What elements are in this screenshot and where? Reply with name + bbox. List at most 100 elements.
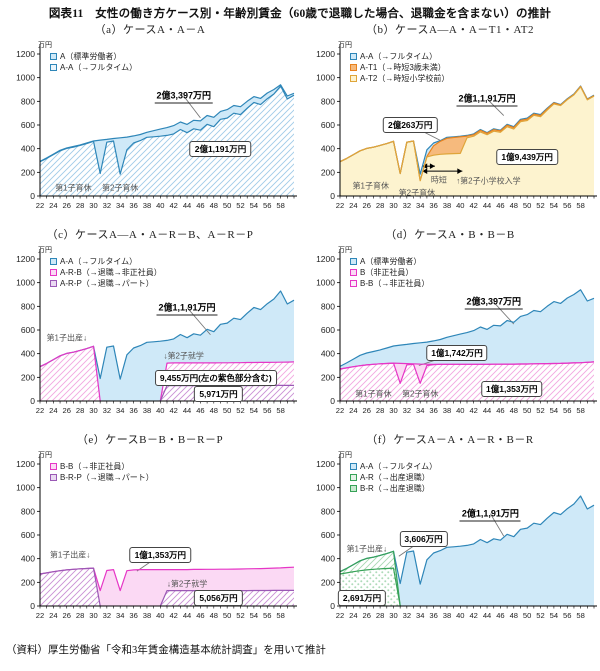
svg-text:42: 42: [469, 406, 477, 415]
svg-text:46: 46: [496, 406, 504, 415]
plot-label: ↑第2子小学校入学: [456, 176, 521, 186]
svg-text:0: 0: [330, 601, 335, 611]
svg-text:56: 56: [563, 201, 571, 210]
svg-text:400: 400: [21, 144, 35, 154]
svg-text:48: 48: [510, 201, 518, 210]
svg-text:58: 58: [276, 406, 284, 415]
svg-text:200: 200: [21, 167, 35, 177]
svg-text:34: 34: [116, 611, 124, 620]
chart-title-f: （f）ケースA－A・A－R・B－R: [366, 434, 534, 446]
legend-swatch-icon: [350, 64, 357, 71]
svg-text:200: 200: [21, 577, 35, 587]
svg-text:50: 50: [523, 201, 531, 210]
line-B-R-P: [39, 567, 101, 607]
svg-text:26: 26: [63, 611, 71, 620]
svg-text:54: 54: [550, 406, 558, 415]
line-A-R-B: [39, 345, 101, 402]
svg-text:34: 34: [416, 406, 424, 415]
svg-text:28: 28: [376, 201, 384, 210]
svg-text:30: 30: [389, 406, 397, 415]
svg-text:54: 54: [250, 611, 258, 620]
svg-text:54: 54: [550, 201, 558, 210]
y-axis-unit: 万円: [38, 451, 52, 459]
svg-text:52: 52: [536, 201, 544, 210]
annotation: 5,056万円: [194, 589, 243, 606]
legend-item: B-B（→非正社員）: [350, 278, 429, 289]
svg-text:36: 36: [429, 201, 437, 210]
charts-grid: （a）ケースA・A－A 0 200 400 600 800 1000 1200 22 24 26 2…: [0, 23, 600, 638]
legend: A-A（→フルタイム） A-R（→出産退職） B-R（→出産退職）: [350, 461, 437, 494]
svg-text:38: 38: [443, 201, 451, 210]
svg-text:34: 34: [416, 201, 424, 210]
chart-title-a: （a）ケースA・A－A: [94, 24, 206, 36]
legend-swatch-icon: [50, 474, 57, 481]
svg-text:22: 22: [36, 611, 44, 620]
y-axis-unit: 万円: [38, 41, 52, 49]
svg-text:28: 28: [76, 201, 84, 210]
svg-text:24: 24: [349, 611, 357, 620]
svg-text:58: 58: [576, 201, 584, 210]
chart-cell-f: （f）ケースA－A・A－R・B－R 0 200 400 600 800 1000 1200 2…: [300, 433, 600, 638]
chart-b: 0 200 400 600 800 1000 1200 22 24 26 28 30 32 34 36 38 4…: [300, 38, 600, 228]
svg-text:26: 26: [363, 201, 371, 210]
svg-text:400: 400: [321, 349, 335, 359]
plot-label: 第1子出産↓: [46, 333, 87, 343]
chart-f: 0 200 400 600 800 1000 1200 22 24 26 28 30 32 34 36 38 4…: [300, 448, 600, 638]
svg-text:56: 56: [563, 611, 571, 620]
svg-text:38: 38: [443, 406, 451, 415]
legend-item: B-B（→非正社員）: [50, 461, 154, 472]
svg-text:24: 24: [349, 201, 357, 210]
plot-label: 第1子育休: [352, 181, 389, 191]
svg-text:40: 40: [156, 201, 164, 210]
svg-text:1200: 1200: [16, 254, 35, 264]
svg-text:34: 34: [116, 406, 124, 415]
svg-text:32: 32: [103, 406, 111, 415]
line-A-R-B: [159, 361, 295, 402]
svg-text:58: 58: [276, 201, 284, 210]
plot-label: 第2子育休: [401, 389, 439, 399]
svg-text:32: 32: [403, 201, 411, 210]
svg-text:58: 58: [576, 611, 584, 620]
svg-text:48: 48: [210, 406, 218, 415]
svg-text:46: 46: [196, 611, 204, 620]
svg-text:48: 48: [210, 611, 218, 620]
legend: A（標準労働者） B（非正社員） B-B（→非正社員）: [350, 256, 429, 289]
legend-label: A-R-P（→退職→パート）: [60, 279, 154, 288]
legend: A-A（→フルタイム） A-R-B（→退職→非正社員） A-R-P（→退職→パート）: [50, 256, 162, 289]
svg-text:400: 400: [321, 144, 335, 154]
svg-text:54: 54: [250, 406, 258, 415]
svg-text:50: 50: [223, 406, 231, 415]
svg-text:200: 200: [21, 372, 35, 382]
svg-text:42: 42: [169, 406, 177, 415]
svg-text:36: 36: [129, 201, 137, 210]
svg-text:54: 54: [550, 611, 558, 620]
leader-line: [493, 301, 515, 325]
plot-label: 第2子育休: [101, 183, 139, 193]
svg-text:24: 24: [49, 201, 57, 210]
svg-text:30: 30: [89, 406, 97, 415]
legend-item: A-R（→出産退職）: [350, 472, 437, 483]
svg-text:0: 0: [30, 191, 35, 201]
svg-text:800: 800: [321, 301, 335, 311]
chart-a: 0 200 400 600 800 1000 1200 22 24 26 28 30 32 34 36 38 4…: [0, 38, 300, 228]
legend-swatch-icon: [350, 280, 357, 287]
annotation: 2億1,1,91万円: [456, 91, 518, 107]
svg-text:40: 40: [456, 611, 464, 620]
svg-text:36: 36: [129, 611, 137, 620]
line-A-T2: [339, 86, 595, 182]
svg-text:0: 0: [330, 396, 335, 406]
y-axis-unit: 万円: [38, 246, 52, 254]
y-axis-unit: 万円: [338, 246, 352, 254]
area-A-T2: [340, 86, 594, 196]
annotation: 9,455万円(左の紫色部分含む): [154, 369, 277, 386]
svg-text:46: 46: [196, 201, 204, 210]
svg-text:26: 26: [63, 406, 71, 415]
svg-text:44: 44: [183, 611, 191, 620]
svg-text:22: 22: [336, 611, 344, 620]
chart-canvas-a: 0 200 400 600 800 1000 1200 22 24 26 28 30 32 34 36 38 4…: [16, 41, 297, 210]
legend-item: A-T2（→時短小学校前）: [350, 73, 449, 84]
legend-item: A（標準労働者）: [350, 256, 429, 267]
legend-label: A-R（→出産退職）: [360, 473, 430, 482]
svg-text:44: 44: [483, 611, 491, 620]
plot-label: 第1子育休: [355, 389, 392, 399]
